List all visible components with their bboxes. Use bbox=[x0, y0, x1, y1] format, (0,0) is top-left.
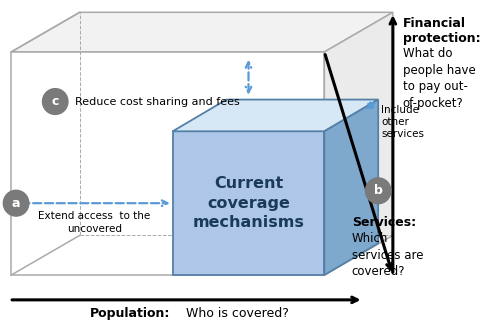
Text: a: a bbox=[12, 197, 20, 210]
Polygon shape bbox=[324, 12, 393, 275]
Polygon shape bbox=[11, 12, 393, 52]
Text: Extend access  to the
uncovered: Extend access to the uncovered bbox=[38, 211, 150, 233]
Text: Reduce cost sharing and fees: Reduce cost sharing and fees bbox=[75, 97, 239, 107]
Text: c: c bbox=[52, 95, 59, 108]
Circle shape bbox=[42, 89, 68, 115]
Polygon shape bbox=[172, 100, 378, 131]
Text: What do
people have
to pay out-
of-pocket?: What do people have to pay out- of-pocke… bbox=[402, 47, 475, 110]
Text: Financial
protection:: Financial protection: bbox=[402, 17, 480, 45]
Circle shape bbox=[366, 178, 391, 204]
Polygon shape bbox=[324, 100, 378, 275]
Text: Who is covered?: Who is covered? bbox=[182, 307, 290, 320]
Text: b: b bbox=[374, 184, 382, 197]
Text: Include
other
services: Include other services bbox=[381, 105, 424, 139]
Text: Which
services are
covered?: Which services are covered? bbox=[352, 232, 424, 278]
Text: Current
coverage
mechanisms: Current coverage mechanisms bbox=[192, 176, 304, 230]
Text: Population:: Population: bbox=[90, 307, 170, 320]
Polygon shape bbox=[11, 52, 324, 275]
Circle shape bbox=[4, 190, 29, 216]
Text: Services:: Services: bbox=[352, 215, 416, 229]
Polygon shape bbox=[172, 131, 324, 275]
